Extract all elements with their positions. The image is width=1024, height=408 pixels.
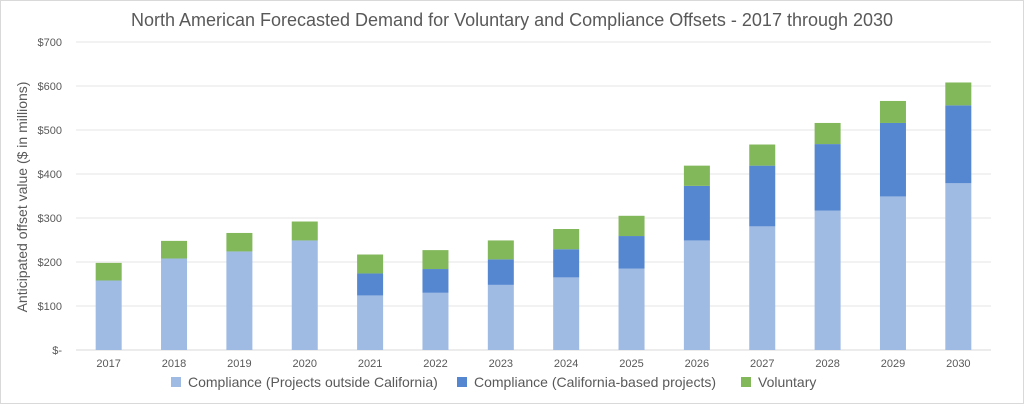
x-tick-label: 2030 — [946, 358, 970, 370]
bar-segment-2019-0 — [226, 251, 253, 350]
y-tick-label: $300 — [38, 213, 62, 225]
bar-segment-2023-2 — [487, 240, 514, 260]
bar-segment-2020-0 — [291, 240, 318, 350]
bar-segment-2027-1 — [749, 165, 776, 227]
x-tick-label: 2027 — [750, 358, 774, 370]
bar-segment-2024-2 — [553, 229, 580, 250]
x-tick-label: 2023 — [489, 358, 513, 370]
x-tick-label: 2017 — [96, 358, 120, 370]
y-tick-label: $- — [52, 345, 62, 357]
x-tick-label: 2021 — [358, 358, 382, 370]
bar-segment-2025-1 — [618, 236, 645, 269]
bar-segment-2023-0 — [487, 284, 514, 350]
bar-segment-2018-0 — [161, 258, 188, 350]
bar-segment-2026-1 — [683, 185, 710, 241]
bar-segment-2029-0 — [879, 196, 906, 350]
bar-segment-2022-1 — [422, 269, 449, 293]
bar-segment-2028-1 — [814, 144, 841, 211]
y-tick-label: $600 — [38, 81, 62, 93]
bar-segment-2025-0 — [618, 268, 645, 350]
legend-swatch — [457, 377, 467, 387]
x-tick-label: 2019 — [227, 358, 251, 370]
bar-segment-2024-0 — [553, 277, 580, 350]
bar-segment-2022-0 — [422, 292, 449, 350]
y-tick-label: $700 — [38, 37, 62, 49]
bar-segment-2017-2 — [95, 262, 122, 281]
y-axis-label: Anticipated offset value ($ in millions) — [14, 82, 30, 313]
legend-label: Compliance (California-based projects) — [474, 374, 716, 390]
bar-segment-2023-1 — [487, 259, 514, 285]
bar-segment-2030-2 — [945, 82, 972, 106]
legend-swatch — [171, 377, 181, 387]
y-tick-label: $500 — [38, 125, 62, 137]
x-tick-label: 2018 — [162, 358, 186, 370]
legend-label: Compliance (Projects outside California) — [188, 374, 438, 390]
bar-segment-2022-2 — [422, 250, 449, 270]
bar-segment-2021-2 — [357, 254, 384, 274]
x-tick-label: 2024 — [554, 358, 578, 370]
legend-label: Voluntary — [758, 374, 816, 390]
x-tick-label: 2020 — [293, 358, 317, 370]
bar-segment-2021-1 — [357, 273, 384, 296]
bar-segment-2030-0 — [945, 183, 972, 350]
x-tick-label: 2028 — [815, 358, 839, 370]
bar-segment-2019-2 — [226, 232, 253, 252]
y-tick-label: $200 — [38, 257, 62, 269]
x-tick-label: 2025 — [619, 358, 643, 370]
bar-segment-2018-2 — [161, 240, 188, 259]
chart-title: North American Forecasted Demand for Vol… — [131, 10, 893, 30]
bar-segment-2026-2 — [683, 165, 710, 186]
bar-segment-2028-2 — [814, 122, 841, 145]
bar-segment-2020-2 — [291, 221, 318, 241]
bar-segment-2024-1 — [553, 249, 580, 278]
y-tick-label: $100 — [38, 301, 62, 313]
bar-segment-2017-0 — [95, 280, 122, 350]
x-tick-label: 2026 — [685, 358, 709, 370]
bar-segment-2028-0 — [814, 210, 841, 350]
x-tick-label: 2022 — [423, 358, 447, 370]
y-tick-label: $400 — [38, 169, 62, 181]
bar-segment-2027-0 — [749, 226, 776, 350]
legend-swatch — [741, 377, 751, 387]
bar-segment-2029-2 — [879, 100, 906, 123]
bar-segment-2026-0 — [683, 240, 710, 350]
x-tick-label: 2029 — [881, 358, 905, 370]
bar-segment-2030-1 — [945, 105, 972, 184]
bar-segment-2021-0 — [357, 295, 384, 350]
bar-segment-2025-2 — [618, 215, 645, 237]
bar-segment-2029-1 — [879, 122, 906, 197]
bar-segment-2027-2 — [749, 144, 776, 166]
